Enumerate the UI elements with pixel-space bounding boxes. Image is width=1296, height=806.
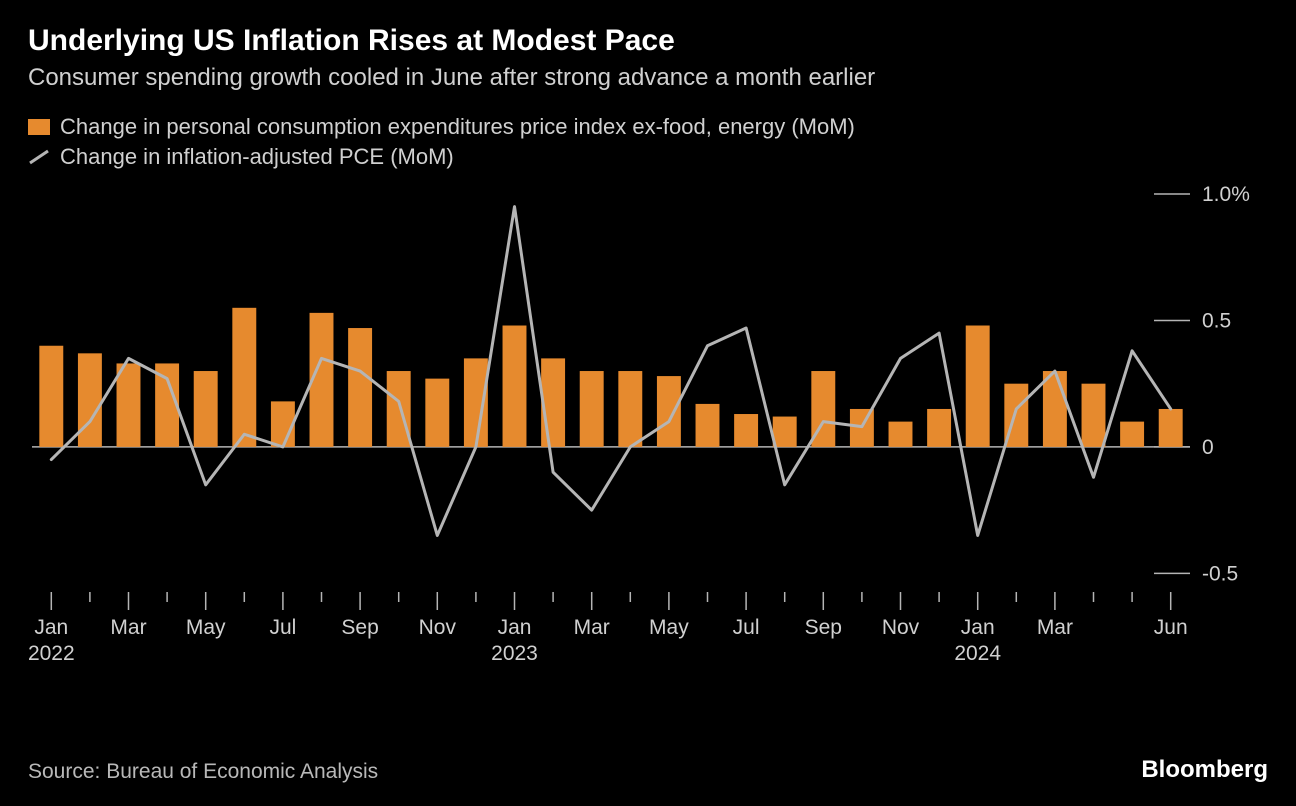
legend-item-bar: Change in personal consumption expenditu… (28, 114, 1268, 140)
bar (734, 414, 758, 447)
bar (1120, 422, 1144, 447)
bar (503, 326, 527, 447)
legend-bar-swatch (28, 119, 50, 135)
bar (232, 308, 256, 447)
bar (1159, 409, 1183, 447)
svg-text:Jun: Jun (1154, 616, 1188, 639)
bar (1082, 384, 1106, 447)
svg-text:Sep: Sep (341, 616, 378, 639)
chart-title: Underlying US Inflation Rises at Modest … (28, 24, 1268, 58)
svg-text:0.5: 0.5 (1202, 309, 1231, 332)
svg-text:2024: 2024 (954, 642, 1001, 664)
bar (425, 379, 449, 447)
svg-text:Jan: Jan (34, 616, 68, 639)
legend-line-label: Change in inflation-adjusted PCE (MoM) (60, 144, 454, 170)
svg-text:-0.5: -0.5 (1202, 562, 1238, 585)
bar (39, 346, 63, 447)
legend-bar-label: Change in personal consumption expenditu… (60, 114, 855, 140)
svg-text:1.0%: 1.0% (1202, 184, 1250, 206)
bar (348, 328, 372, 447)
svg-text:Jan: Jan (498, 616, 532, 639)
source-attribution: Source: Bureau of Economic Analysis (28, 760, 378, 784)
svg-text:Jan: Jan (961, 616, 995, 639)
bar (1043, 371, 1067, 447)
svg-text:2023: 2023 (491, 642, 538, 664)
bar (541, 358, 565, 447)
svg-text:2022: 2022 (28, 642, 75, 664)
bar (927, 409, 951, 447)
brand-logo: Bloomberg (1141, 756, 1268, 784)
bar (618, 371, 642, 447)
chart-subtitle: Consumer spending growth cooled in June … (28, 64, 1268, 92)
svg-text:Nov: Nov (882, 616, 920, 639)
plot-area: 1.0% 0.5 0 -0.5 Jan 2022 Mar May Jul Sep Nov Jan 202… (28, 184, 1268, 664)
legend-line-swatch (28, 149, 50, 165)
chart-svg: 1.0% 0.5 0 -0.5 Jan 2022 Mar May Jul Sep Nov Jan 202… (28, 184, 1268, 664)
bar (580, 371, 604, 447)
bar (966, 326, 990, 447)
legend: Change in personal consumption expenditu… (28, 114, 1268, 170)
bar (773, 417, 797, 447)
legend-item-line: Change in inflation-adjusted PCE (MoM) (28, 144, 1268, 170)
chart-container: Underlying US Inflation Rises at Modest … (0, 0, 1296, 806)
svg-text:Nov: Nov (419, 616, 457, 639)
bar (889, 422, 913, 447)
bar (657, 376, 681, 447)
bar (78, 353, 102, 447)
svg-text:Mar: Mar (110, 616, 146, 639)
line-series (51, 207, 1170, 536)
svg-text:Sep: Sep (805, 616, 842, 639)
bar (117, 363, 141, 446)
svg-text:Mar: Mar (574, 616, 610, 639)
svg-text:Mar: Mar (1037, 616, 1073, 639)
svg-text:May: May (186, 616, 226, 639)
svg-text:0: 0 (1202, 436, 1214, 459)
svg-text:May: May (649, 616, 689, 639)
svg-text:Jul: Jul (733, 616, 760, 639)
svg-text:Jul: Jul (269, 616, 296, 639)
bar (194, 371, 218, 447)
bar (696, 404, 720, 447)
